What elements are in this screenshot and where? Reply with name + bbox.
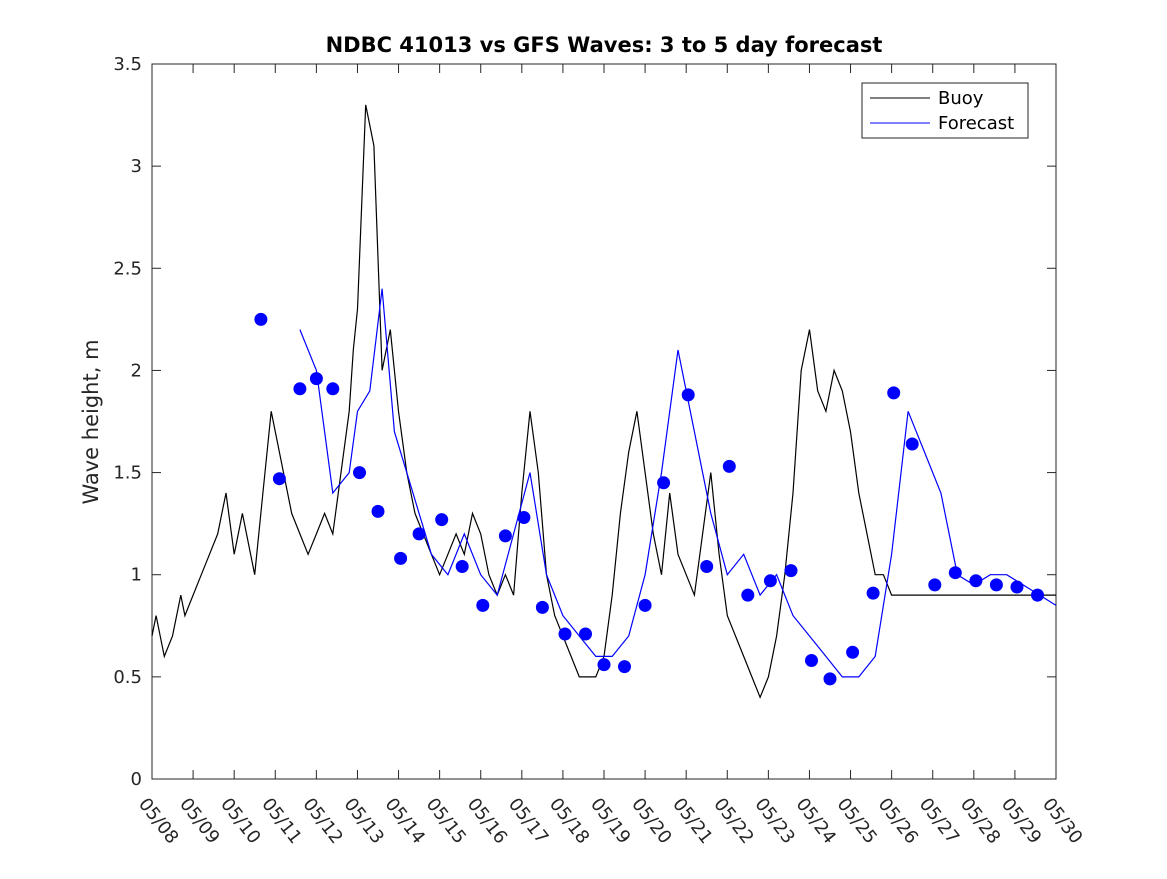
forecast-markers	[254, 312, 1044, 686]
forecast-marker	[969, 574, 983, 588]
y-tick-label: 3.5	[113, 54, 142, 75]
forecast-marker	[353, 466, 366, 480]
forecast-marker	[517, 511, 531, 524]
forecast-marker	[254, 312, 268, 326]
forecast-marker	[989, 578, 1003, 592]
series-line-buoy	[151, 104, 1056, 699]
series-line-forecast	[299, 288, 1057, 678]
y-tick-label: 0	[131, 769, 142, 790]
forecast-marker	[887, 386, 901, 400]
forecast-marker	[928, 578, 942, 592]
forecast-marker	[309, 372, 323, 386]
forecast-marker	[1031, 588, 1044, 602]
y-axis: 0 0.5 1 1.5 2 2.5 3 3.5	[113, 54, 1056, 790]
plot-area	[151, 63, 1057, 780]
forecast-marker	[597, 658, 611, 672]
forecast-marker	[579, 627, 592, 641]
forecast-marker	[681, 388, 695, 402]
y-tick-label: 1	[131, 565, 142, 586]
forecast-marker	[846, 645, 860, 659]
forecast-marker	[476, 598, 490, 612]
forecast-marker	[638, 598, 652, 612]
forecast-marker	[394, 551, 408, 565]
forecast-marker	[371, 504, 385, 518]
y-tick-label: 2	[131, 360, 142, 381]
forecast-marker	[805, 654, 818, 667]
forecast-marker	[763, 574, 777, 588]
forecast-marker	[700, 560, 714, 573]
legend: Buoy Forecast	[861, 82, 1029, 139]
forecast-marker	[326, 382, 340, 396]
y-tick-label: 3	[131, 156, 142, 177]
forecast-marker	[1010, 580, 1024, 594]
y-tick-label: 0.5	[113, 667, 142, 688]
forecast-marker	[435, 513, 449, 527]
legend-forecast-label: Forecast	[938, 113, 1014, 134]
chart-title: NDBC 41013 vs GFS Waves: 3 to 5 day fore…	[326, 33, 883, 57]
forecast-marker	[618, 660, 631, 674]
forecast-marker	[784, 564, 798, 578]
forecast-marker	[412, 527, 426, 541]
forecast-marker	[657, 476, 671, 490]
legend-box	[861, 82, 1029, 139]
forecast-marker	[948, 566, 962, 580]
forecast-marker	[535, 600, 549, 614]
forecast-marker	[823, 672, 837, 686]
forecast-marker	[455, 560, 469, 573]
y-tick-label: 1.5	[113, 463, 142, 484]
forecast-marker	[293, 382, 307, 396]
forecast-marker	[741, 588, 755, 602]
legend-buoy-label: Buoy	[938, 88, 984, 109]
y-tick-label: 2.5	[113, 258, 142, 279]
forecast-marker	[722, 459, 736, 473]
forecast-marker	[905, 437, 919, 451]
forecast-marker	[866, 586, 880, 600]
forecast-marker	[272, 472, 286, 486]
forecast-marker	[498, 529, 512, 543]
series-layer	[151, 104, 1057, 699]
forecast-marker	[558, 627, 572, 641]
y-axis-label: Wave height, m	[79, 339, 103, 504]
